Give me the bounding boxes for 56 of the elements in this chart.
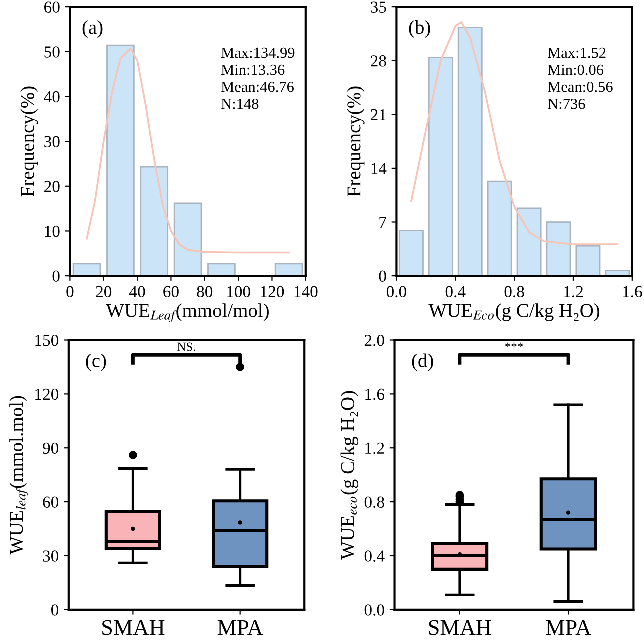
x-axis-title: WUE$_{Eco}$(g C/kg H₂O) (428, 304, 600, 322)
x-tick-label: 20 (96, 286, 112, 298)
annotation: Max:1.52 Min:0.06 Mean:0.56 N:736 (548, 48, 613, 110)
x-tick-label: 1.2 (564, 286, 583, 298)
annotation: (d) (412, 354, 434, 372)
y-tick-label: 50 (44, 46, 60, 58)
y-tick-label: 30 (44, 136, 60, 148)
annotation: (c) (86, 354, 106, 372)
y-tick-label: 20 (44, 181, 60, 192)
annotation: NS. (178, 342, 196, 352)
y-tick-label: 0.4 (364, 550, 385, 562)
x-tick-label: 40 (130, 286, 146, 298)
x-axis-title: WUE$_{Leaf}$(mmol/mol) (106, 304, 269, 323)
x-tick-label: MPA (546, 620, 592, 636)
y-axis-title: WUE$_{leaf}$(mmol.mol) (10, 396, 28, 555)
x-tick-label: MPA (218, 620, 264, 636)
y-tick-label: 0.0 (364, 604, 384, 616)
y-tick-label: 150 (36, 334, 59, 346)
y-tick-label: 30 (43, 550, 59, 562)
x-tick-label: 0.4 (446, 286, 466, 298)
y-tick-label: 120 (36, 388, 59, 400)
y-tick-label: 1.6 (366, 388, 385, 400)
y-axis-title: Frequency(%) (20, 86, 38, 197)
y-tick-label: 35 (371, 2, 386, 14)
y-tick-label: 0.8 (364, 496, 384, 508)
x-tick-label: SMAH (429, 620, 492, 636)
annotation: (a) (82, 20, 103, 38)
x-tick-label: 1.6 (623, 286, 642, 298)
y-tick-label: 10 (45, 226, 60, 238)
y-tick-label: 7 (380, 217, 387, 228)
x-tick-label: 0.8 (504, 286, 524, 298)
x-tick-label: 120 (261, 286, 284, 298)
y-tick-label: 40 (44, 91, 60, 103)
y-tick-label: 0 (51, 604, 59, 616)
annotation: *** (505, 342, 524, 348)
x-tick-label: 60 (164, 286, 179, 298)
y-tick-label: 2.0 (364, 334, 384, 346)
y-tick-label: 0 (52, 270, 60, 282)
y-tick-label: 90 (43, 442, 59, 454)
x-tick-label: 100 (228, 286, 250, 298)
y-axis-title: Frequency(%) (347, 86, 365, 197)
x-tick-label: SMAH (102, 620, 165, 636)
x-tick-label: 140 (294, 286, 318, 298)
y-axis-title: WUE$_{eco}$(g C/kg H₂O) (340, 391, 358, 560)
x-tick-label: 0.0 (386, 286, 406, 298)
x-tick-label: 80 (197, 286, 213, 298)
y-tick-label: 60 (44, 2, 60, 14)
y-tick-label: 21 (371, 109, 386, 120)
y-tick-label: 14 (372, 163, 387, 174)
annotation: Max:134.99 Min:13.36 Mean:46.76 N:148 (221, 48, 295, 110)
annotation: (b) (409, 20, 430, 38)
y-tick-label: 0 (379, 270, 386, 282)
y-tick-label: 28 (371, 56, 386, 67)
y-tick-label: 1.2 (366, 442, 384, 454)
y-tick-label: 60 (43, 496, 59, 508)
x-tick-label: 0 (66, 286, 74, 298)
